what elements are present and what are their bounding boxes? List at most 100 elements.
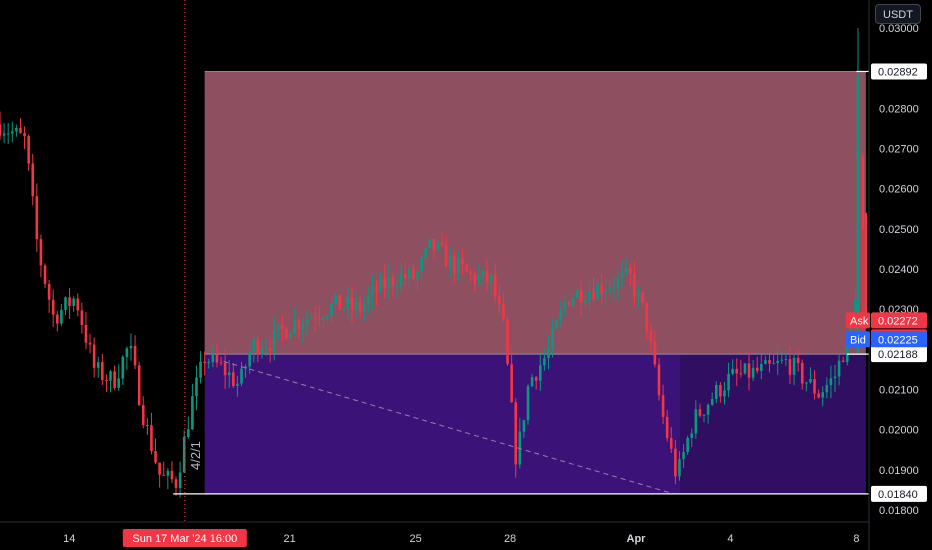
candle	[15, 124, 18, 137]
candle	[19, 118, 22, 134]
candle	[743, 362, 747, 375]
candle-body	[408, 268, 411, 279]
level-badge-text: 0.02188	[878, 349, 918, 361]
candle	[555, 318, 558, 331]
candle	[277, 324, 280, 340]
candle-body	[768, 360, 771, 364]
candle	[113, 365, 116, 391]
candle-body	[223, 362, 227, 376]
candle	[633, 262, 636, 306]
candle	[657, 358, 661, 401]
candle-body	[743, 363, 747, 374]
candle-body	[375, 286, 378, 292]
candle-body	[563, 301, 567, 310]
candle	[146, 418, 149, 435]
price-tick-label: 0.02400	[879, 264, 919, 276]
candle	[219, 356, 223, 366]
candle-body	[232, 372, 235, 387]
candle-body	[350, 297, 354, 310]
candle-body	[141, 404, 145, 425]
candle	[805, 381, 808, 392]
candle	[379, 271, 382, 293]
candle	[399, 264, 403, 294]
candle	[326, 314, 329, 323]
candle	[864, 212, 868, 321]
candle-body	[72, 298, 75, 307]
candle-body	[747, 363, 751, 378]
currency-selector-button[interactable]: USDT	[875, 4, 921, 24]
candle	[637, 286, 640, 308]
candle-body	[669, 438, 673, 449]
candle	[51, 289, 55, 327]
candle-body	[727, 373, 730, 391]
candle-body	[653, 341, 657, 365]
candle	[125, 346, 129, 370]
candle	[809, 367, 812, 384]
candle	[375, 279, 378, 306]
candle-body	[784, 359, 788, 361]
candle	[240, 361, 243, 387]
candle	[322, 315, 325, 328]
candle	[186, 416, 190, 439]
candle	[530, 374, 534, 387]
candle-body	[60, 309, 63, 324]
candle	[23, 126, 26, 150]
candle	[571, 293, 575, 308]
candle	[641, 291, 644, 306]
candle	[768, 352, 771, 373]
candle-body	[559, 309, 563, 321]
candle-body	[227, 372, 231, 376]
candle	[72, 296, 75, 312]
candle	[813, 370, 816, 400]
candle	[792, 353, 796, 386]
candle-body	[338, 294, 342, 310]
time-axis[interactable]: 14 Sun 17 Mar '24 16:00 21 25 28 Apr 4 8	[63, 529, 859, 547]
candle-body	[755, 367, 759, 371]
candle-body	[39, 239, 43, 266]
candle-body	[805, 382, 808, 384]
upper-zone	[204, 71, 866, 355]
candle-body	[125, 348, 129, 357]
candle	[604, 278, 608, 306]
price-badges: 0.028920.021880.01840Ask0.0227201:37:24B…	[846, 63, 927, 502]
candle-body	[47, 284, 51, 300]
candle-body	[260, 349, 264, 355]
candle	[825, 377, 829, 399]
candle	[367, 286, 370, 314]
candle	[395, 272, 399, 298]
candle	[563, 296, 567, 317]
candle	[305, 309, 309, 336]
candle	[232, 363, 235, 388]
price-tick-label: 0.02800	[879, 103, 919, 115]
candle-body	[489, 274, 493, 283]
time-cursor-label: Sun 17 Mar '24 16:00	[132, 533, 237, 545]
candle	[727, 362, 730, 398]
time-tick-label: 28	[504, 533, 516, 545]
candle	[706, 403, 710, 424]
candle	[252, 334, 256, 363]
candle-body	[109, 371, 112, 381]
candle-body	[424, 248, 427, 258]
candle	[76, 293, 80, 317]
candle	[137, 361, 141, 407]
candle	[772, 353, 775, 365]
candle-body	[702, 414, 706, 416]
candle	[264, 338, 268, 356]
candle-body	[23, 132, 26, 137]
candle-body	[461, 258, 464, 265]
candle-body	[252, 339, 256, 352]
drawing-vertical-label: 4/2/1	[188, 441, 203, 470]
candle	[362, 295, 366, 322]
candle	[588, 278, 591, 312]
candle	[293, 307, 297, 337]
time-tick-label: 25	[409, 533, 421, 545]
candle-body	[2, 133, 6, 136]
candle-body	[391, 276, 395, 286]
candle-body	[845, 333, 849, 363]
candle	[629, 263, 632, 287]
candle	[207, 358, 211, 369]
candle-body	[448, 255, 452, 267]
candle	[584, 289, 587, 308]
time-tick-label: Apr	[627, 533, 647, 545]
